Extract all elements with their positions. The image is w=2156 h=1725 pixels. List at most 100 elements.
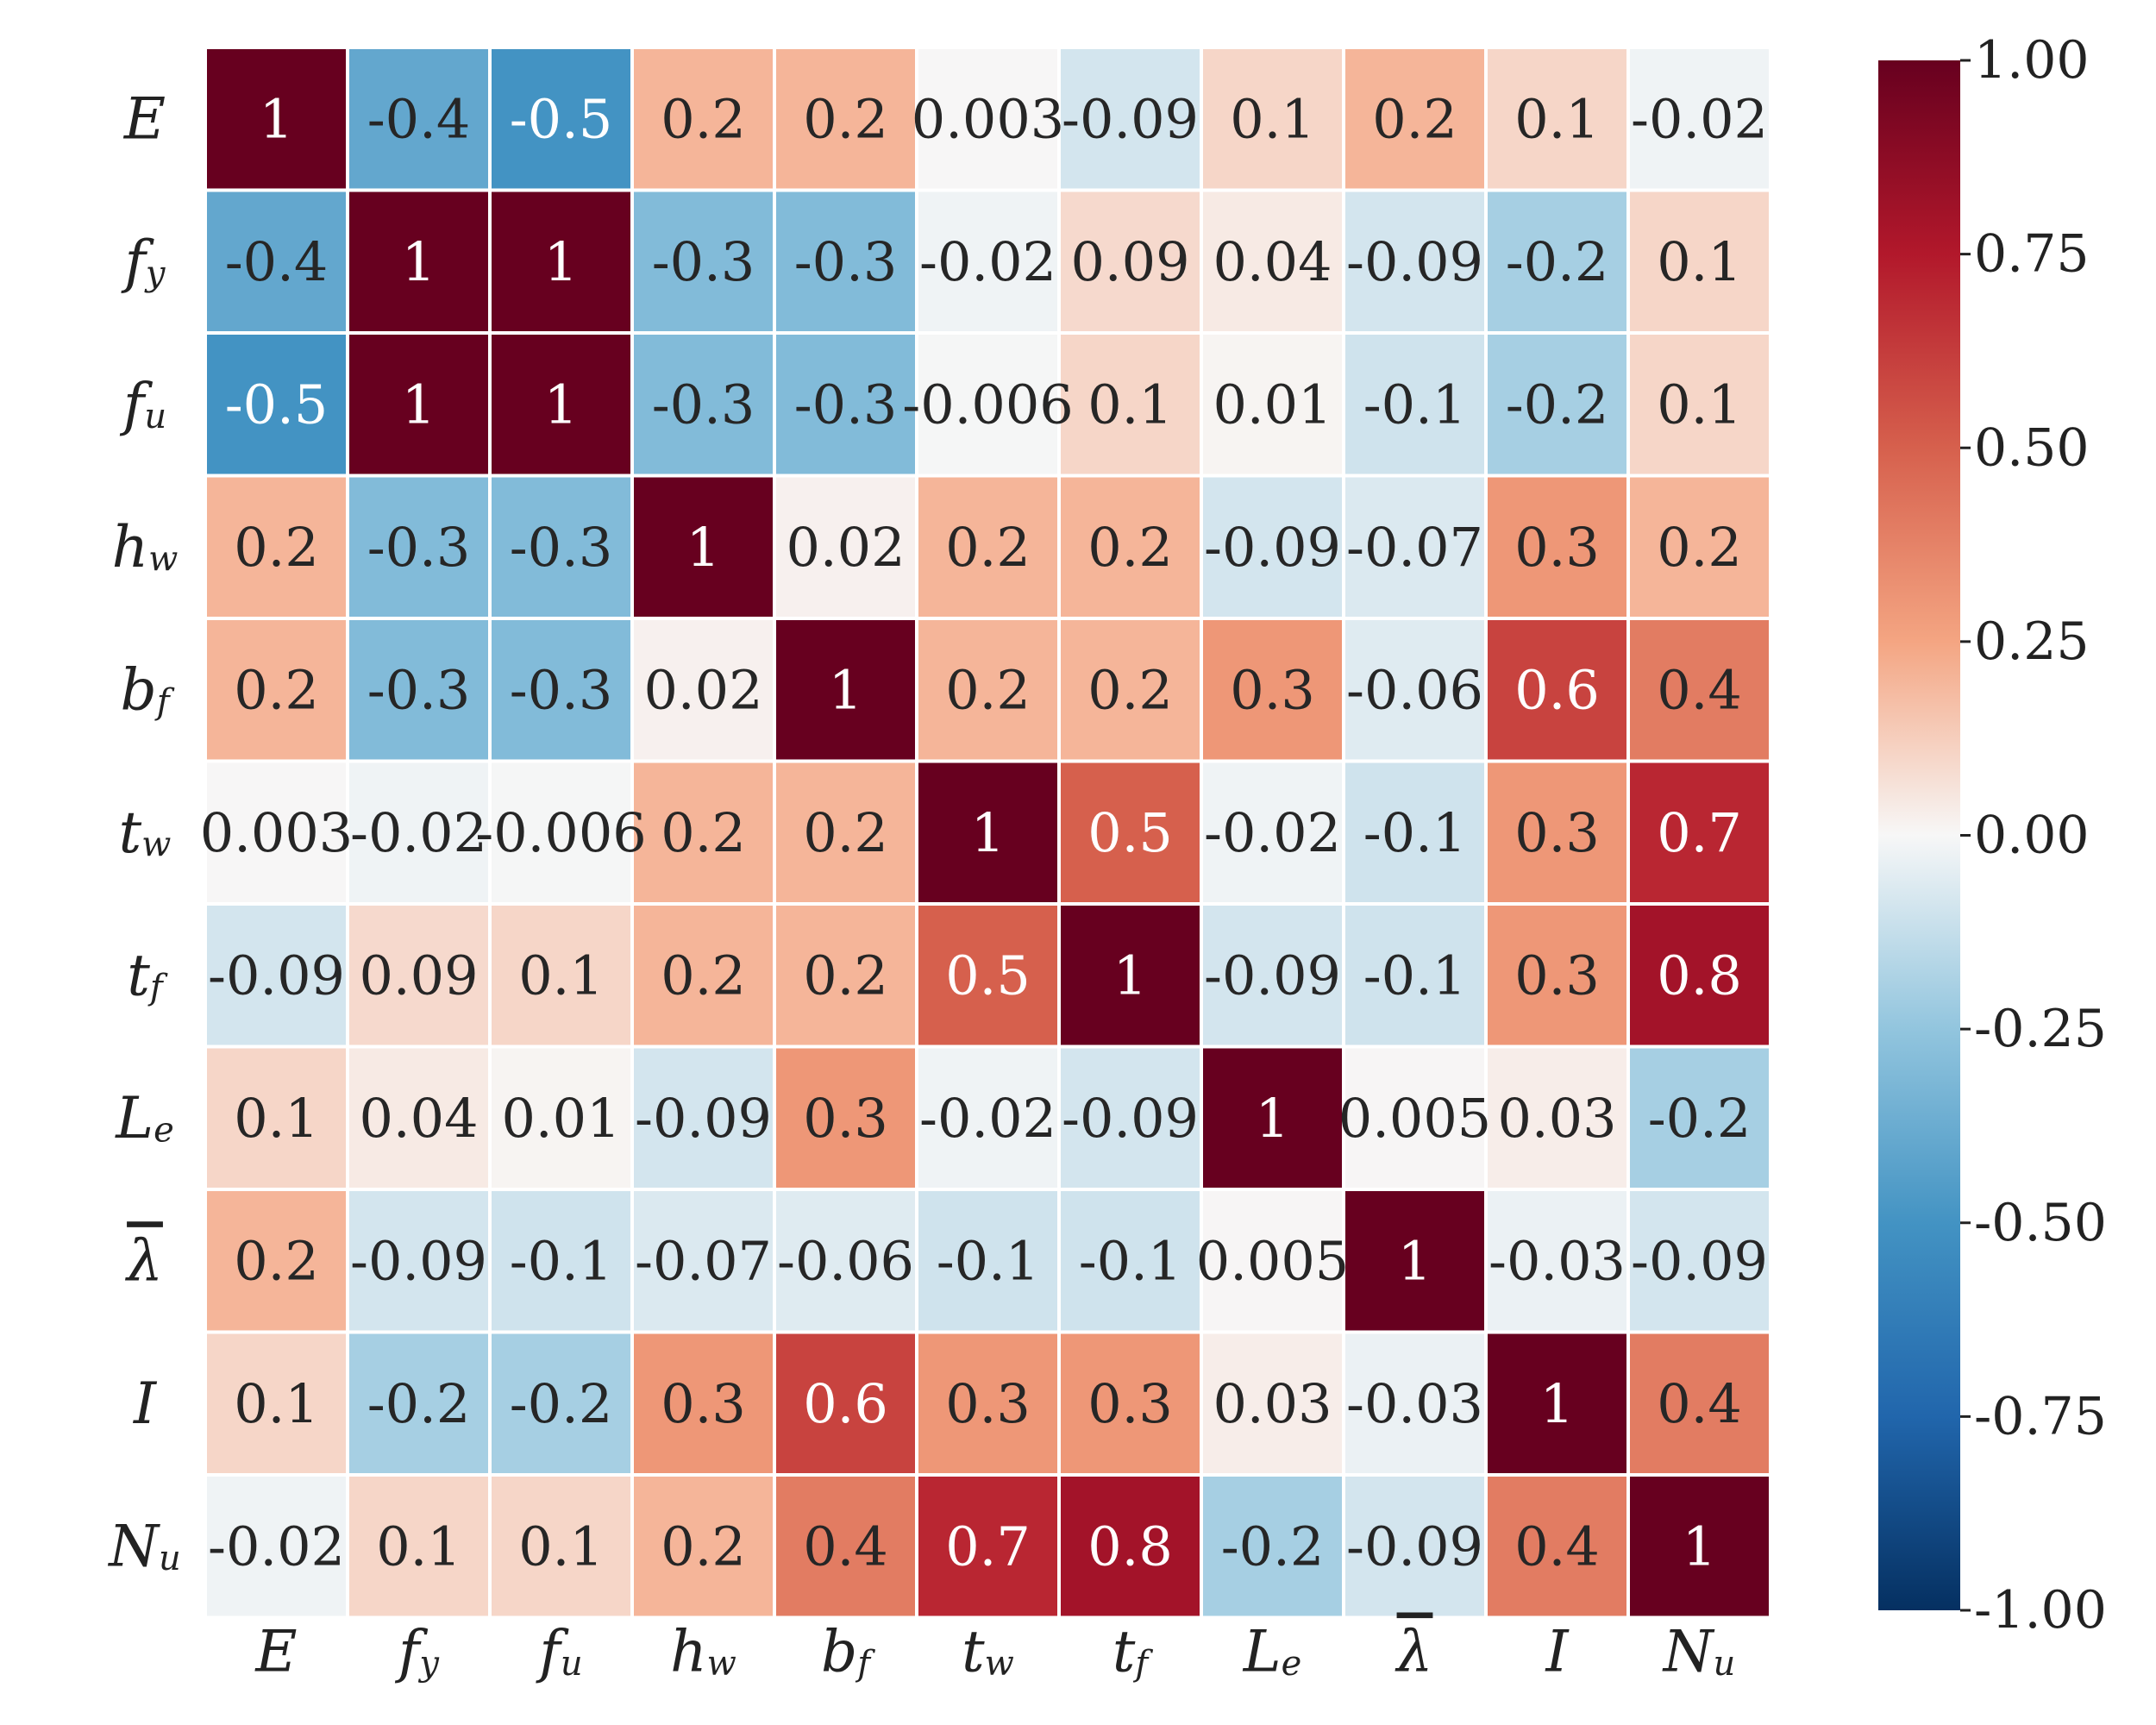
cell-value-label: -0.09 bbox=[635, 1087, 772, 1150]
cell-value-label: -0.1 bbox=[1363, 801, 1467, 864]
heatmap-cell bbox=[1057, 188, 1203, 335]
cell-value-label: 1 bbox=[829, 658, 862, 721]
heatmap-cell bbox=[915, 759, 1061, 906]
heatmap-cell bbox=[1057, 617, 1203, 763]
cell-value-label: 0.2 bbox=[234, 658, 319, 721]
cell-value-label: 0.2 bbox=[234, 1229, 319, 1292]
heatmap-cell bbox=[1057, 331, 1203, 478]
heatmap-cell bbox=[1200, 1330, 1345, 1477]
heatmap-cell bbox=[204, 331, 349, 478]
x-axis-label: I bbox=[1545, 1619, 1570, 1685]
cell-value-label: 0.3 bbox=[1514, 516, 1600, 579]
heatmap-cell bbox=[773, 1473, 918, 1620]
heatmap-cell bbox=[1342, 1188, 1488, 1334]
cell-value-label: 0.3 bbox=[1087, 1372, 1173, 1435]
cell-value-label: 0.1 bbox=[1657, 373, 1742, 436]
cell-value-label: -0.06 bbox=[777, 1229, 914, 1292]
y-axis-label: tw bbox=[119, 800, 172, 866]
cell-value-label: 0.6 bbox=[803, 1372, 888, 1435]
heatmap-cell bbox=[1626, 474, 1772, 620]
cell-value-label: 0.2 bbox=[803, 801, 888, 864]
heatmap-cell bbox=[488, 188, 634, 335]
cell-value-label: 0.2 bbox=[1372, 87, 1457, 150]
heatmap-cell bbox=[915, 188, 1061, 335]
heatmap-cell bbox=[773, 188, 918, 335]
y-axis-label: I bbox=[133, 1371, 158, 1437]
cell-value-label: 0.2 bbox=[661, 801, 746, 864]
heatmap-cell bbox=[1484, 617, 1630, 763]
cell-value-label: -0.02 bbox=[1204, 801, 1341, 864]
y-axis-label: E bbox=[123, 85, 166, 152]
heatmap-cell bbox=[1626, 1044, 1772, 1191]
cell-value-label: -0.1 bbox=[1363, 373, 1467, 436]
cell-value-label: 0.09 bbox=[359, 944, 478, 1007]
heatmap-cell bbox=[204, 188, 349, 335]
x-axis-label: E bbox=[254, 1619, 297, 1685]
heatmap-cell bbox=[915, 902, 1061, 1049]
cell-value-label: 0.03 bbox=[1497, 1087, 1616, 1150]
heatmap-cell bbox=[630, 902, 776, 1049]
cell-value-label: 0.1 bbox=[1087, 373, 1173, 436]
cell-value-label: 0.1 bbox=[518, 1515, 604, 1578]
heatmap-cell bbox=[1484, 188, 1630, 335]
heatmap-cell bbox=[1342, 617, 1488, 763]
cell-value-label: 0.5 bbox=[945, 944, 1031, 1007]
cell-value-label: -0.09 bbox=[208, 944, 345, 1007]
heatmap-cells bbox=[204, 46, 1772, 1620]
colorbar-tick-label: -1.00 bbox=[1974, 1580, 2107, 1640]
cell-value-label: -0.1 bbox=[937, 1229, 1040, 1292]
cell-value-label: -0.3 bbox=[510, 658, 613, 721]
heatmap-cell bbox=[1342, 331, 1488, 478]
heatmap-cell bbox=[1626, 617, 1772, 763]
heatmap-cell bbox=[773, 331, 918, 478]
cell-value-label: 0.3 bbox=[1230, 658, 1315, 721]
cell-value-label: 0.02 bbox=[643, 658, 762, 721]
heatmap-cell bbox=[346, 1044, 492, 1191]
heatmap-cell bbox=[1200, 1473, 1345, 1620]
heatmap-cell bbox=[1484, 902, 1630, 1049]
colorbar-tick-label: 0.00 bbox=[1974, 806, 2090, 866]
heatmap-cell bbox=[630, 1044, 776, 1191]
cell-value-label: -0.1 bbox=[1079, 1229, 1182, 1292]
x-axis-label: Nu bbox=[1662, 1619, 1736, 1685]
cell-value-label: -0.5 bbox=[225, 373, 329, 436]
x-axis-label: tf bbox=[1112, 1619, 1154, 1685]
colorbar-tick-label: 1.00 bbox=[1974, 30, 2090, 91]
x-axis-label: fy bbox=[394, 1619, 440, 1685]
cell-value-label: -0.09 bbox=[1204, 944, 1341, 1007]
cell-value-label: -0.3 bbox=[367, 658, 471, 721]
heatmap-cell bbox=[1484, 1188, 1630, 1334]
cell-value-label: -0.07 bbox=[1346, 516, 1483, 579]
cell-value-label: 1 bbox=[971, 801, 1005, 864]
cell-value-label: 1 bbox=[402, 373, 436, 436]
heatmap-cell bbox=[773, 617, 918, 763]
cell-value-label: -0.02 bbox=[919, 230, 1056, 293]
cell-value-label: 0.4 bbox=[1514, 1515, 1600, 1578]
cell-value-label: 0.2 bbox=[661, 944, 746, 1007]
cell-value-label: -0.3 bbox=[510, 516, 613, 579]
cell-value-label: -0.09 bbox=[1062, 1087, 1199, 1150]
heatmap-cell bbox=[204, 759, 349, 906]
heatmap-cell bbox=[915, 617, 1061, 763]
cell-value-label: -0.3 bbox=[652, 373, 755, 436]
cell-value-label: 0.8 bbox=[1657, 944, 1742, 1007]
colorbar-tick-label: 0.25 bbox=[1974, 612, 2090, 672]
x-axis-label: λ bbox=[1395, 1619, 1433, 1685]
y-axis-label: fu bbox=[119, 371, 166, 437]
heatmap-cell bbox=[1342, 1330, 1488, 1477]
cell-value-label: 0.1 bbox=[1514, 87, 1600, 150]
colorbar-tick-label: -0.75 bbox=[1974, 1386, 2107, 1446]
cell-value-label: 0.3 bbox=[803, 1087, 888, 1150]
heatmap-cell bbox=[1484, 1044, 1630, 1191]
cell-value-label: 1 bbox=[1540, 1372, 1574, 1435]
colorbar-tick-label: 0.50 bbox=[1974, 417, 2090, 478]
heatmap-cell bbox=[1484, 474, 1630, 620]
heatmap-cell bbox=[488, 617, 634, 763]
heatmap-cell bbox=[630, 474, 776, 620]
cell-value-label: 0.8 bbox=[1087, 1515, 1173, 1578]
cell-value-label: 0.2 bbox=[1087, 516, 1173, 579]
cell-value-label: 0.005 bbox=[1196, 1229, 1350, 1292]
cell-value-label: 1 bbox=[402, 230, 436, 293]
cell-value-label: -0.02 bbox=[1631, 87, 1768, 150]
